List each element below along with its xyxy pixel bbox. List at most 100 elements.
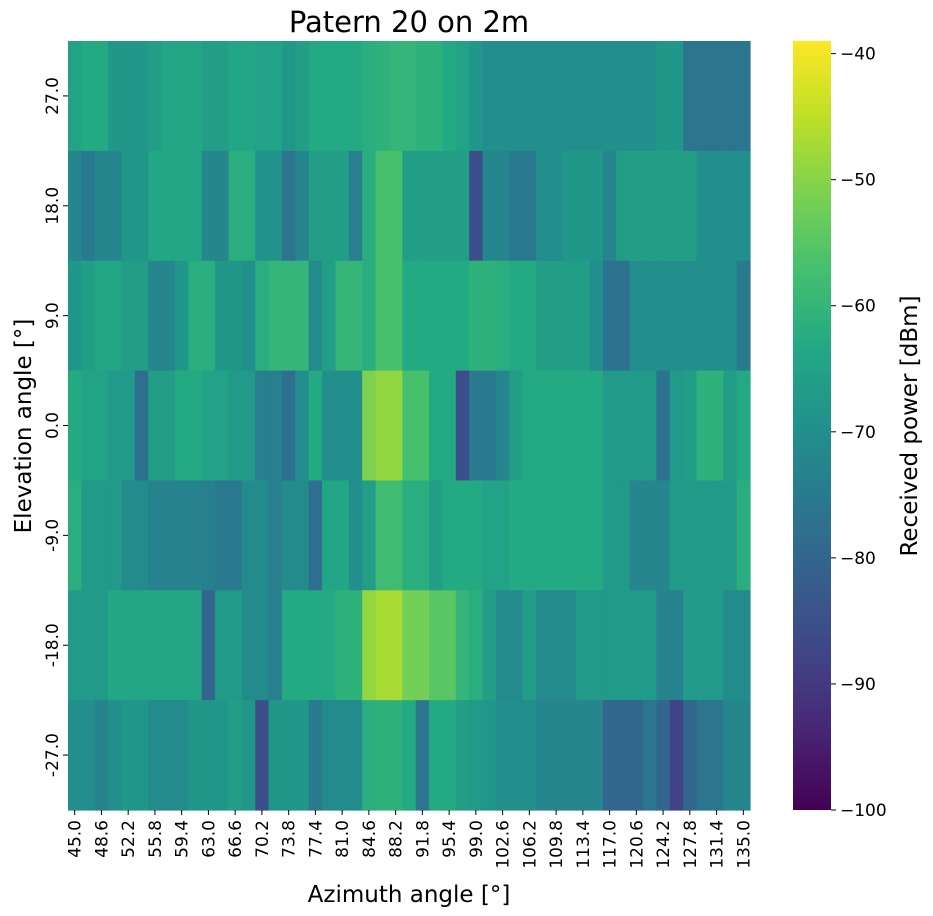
heatmap-cell (522, 590, 537, 701)
heatmap-cell (656, 370, 671, 482)
heatmap-cell (589, 590, 604, 701)
colorbar-tick-label: −90 (840, 675, 876, 695)
heatmap-cell (228, 590, 243, 701)
x-tick-label: 73.8 (280, 820, 300, 858)
heatmap-cell (709, 480, 724, 591)
heatmap-cell (215, 370, 230, 482)
heatmap-cell (81, 260, 96, 372)
heatmap-cell (643, 480, 657, 591)
heatmap-cell (669, 370, 684, 482)
heatmap-cell (228, 150, 243, 262)
heatmap-cell (281, 260, 296, 372)
heatmap-cell (362, 260, 377, 372)
heatmap-cell (148, 370, 163, 482)
heatmap-cell (696, 370, 711, 482)
heatmap-cell (736, 260, 751, 372)
heatmap-cell (736, 41, 751, 152)
heatmap-cell (134, 260, 149, 372)
heatmap-cell (322, 590, 337, 701)
heatmap-cell (94, 370, 109, 482)
heatmap-cell (161, 480, 176, 591)
x-tick-label: 135.0 (734, 820, 754, 869)
heatmap-cell (228, 480, 243, 591)
colorbar (793, 41, 831, 810)
heatmap-cell (723, 590, 738, 701)
heatmap-cell (241, 41, 256, 152)
heatmap-cell (174, 480, 189, 591)
heatmap-cell (482, 150, 497, 262)
heatmap-cell (268, 150, 283, 262)
heatmap-cell (188, 370, 203, 482)
heatmap-cell (348, 480, 363, 591)
heatmap-cell (576, 590, 591, 701)
heatmap-cell (469, 41, 484, 152)
heatmap-cell (549, 150, 564, 262)
heatmap-cell (602, 41, 617, 152)
x-tick-label: 127.8 (681, 820, 701, 869)
heatmap-cell (134, 370, 149, 482)
heatmap-cell (442, 41, 457, 152)
x-tick-label: 113.4 (574, 820, 594, 869)
heatmap-cell (121, 260, 136, 372)
heatmap-cell (455, 700, 470, 811)
y-tick-label: -27.0 (43, 733, 63, 777)
heatmap-cell (348, 260, 363, 372)
heatmap-cell (723, 480, 738, 591)
heatmap-cell (295, 480, 310, 591)
heatmap-cell (509, 260, 524, 372)
heatmap-cell (455, 370, 470, 482)
heatmap-cell (442, 370, 457, 482)
heatmap-cell (549, 590, 564, 701)
heatmap-cell (442, 150, 457, 262)
heatmap-cell (536, 41, 551, 152)
heatmap-cells (68, 41, 751, 811)
heatmap-cell (255, 260, 270, 372)
heatmap-cell (281, 41, 296, 152)
heatmap-cell (629, 480, 644, 591)
heatmap-cell (295, 260, 310, 372)
heatmap-cell (442, 260, 457, 372)
heatmap-cell (562, 480, 577, 591)
heatmap-cell (322, 480, 337, 591)
heatmap-cell (683, 480, 698, 591)
heatmap-cell (94, 700, 109, 811)
heatmap-cell (723, 700, 738, 811)
heatmap-cell (322, 150, 337, 262)
heatmap-cell (201, 590, 216, 701)
heatmap-cell (589, 41, 604, 152)
heatmap-cell (455, 590, 470, 701)
heatmap-cell (94, 480, 109, 591)
heatmap-cell (322, 41, 337, 152)
heatmap-cell (134, 480, 149, 591)
heatmap-cell (709, 700, 724, 811)
x-tick-label: 63.0 (199, 820, 219, 858)
heatmap-cell (643, 260, 657, 372)
heatmap-cell (723, 370, 738, 482)
heatmap-cell (522, 370, 537, 482)
heatmap-cell (161, 260, 176, 372)
heatmap-cell (616, 370, 631, 482)
heatmap-cell (683, 150, 698, 262)
heatmap-cell (81, 700, 96, 811)
y-axis-label: Elevation angle [°] (11, 319, 37, 534)
heatmap-cell (348, 700, 363, 811)
heatmap-cell (562, 370, 577, 482)
heatmap-cell (495, 41, 510, 152)
heatmap-cell (108, 41, 123, 152)
y-tick-label: -9.0 (43, 519, 63, 552)
heatmap-cell (281, 480, 296, 591)
heatmap-cell (495, 700, 510, 811)
heatmap-cell (268, 700, 283, 811)
heatmap-cell (509, 480, 524, 591)
x-tick-label: 117.0 (601, 820, 621, 869)
heatmap-cell (616, 590, 631, 701)
heatmap-cell (522, 700, 537, 811)
heatmap-cell (308, 150, 323, 262)
heatmap-cell (469, 700, 484, 811)
heatmap-cell (656, 41, 671, 152)
heatmap-cell (281, 590, 296, 701)
y-tick-label: 0.0 (43, 412, 63, 439)
heatmap-cell (322, 260, 337, 372)
heatmap-cell (375, 41, 390, 152)
colorbar-label: Received power [dBm] (897, 295, 923, 556)
